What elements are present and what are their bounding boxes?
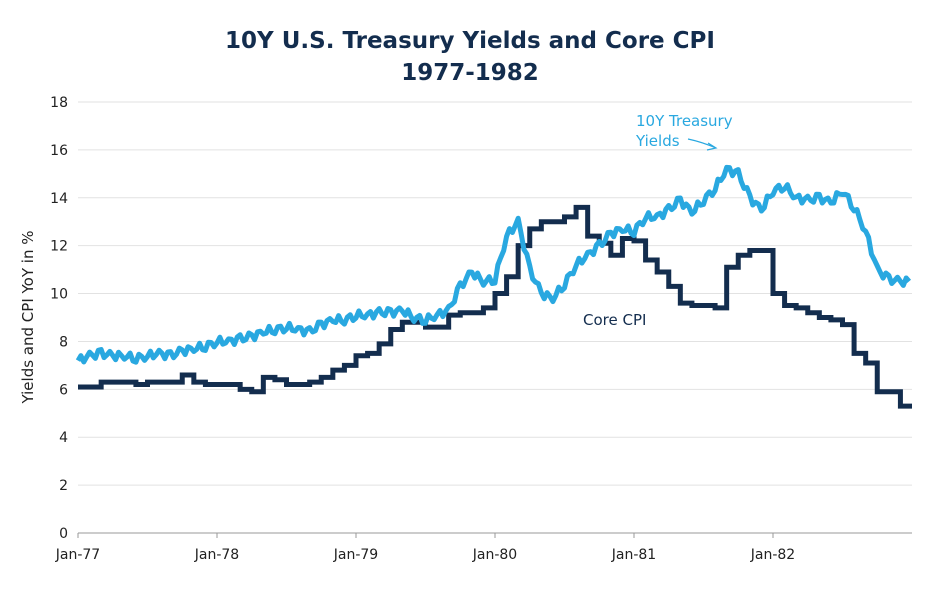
y-tick-label: 8 — [59, 334, 68, 350]
y-tick-label: 10 — [50, 287, 68, 303]
y-tick-labels: 0 2 4 6 8 10 12 14 16 18 — [50, 95, 68, 542]
x-tick-label: Jan-78 — [194, 547, 239, 563]
chart-title: 10Y U.S. Treasury Yields and Core CPI — [225, 28, 715, 54]
x-tick-labels: Jan-77 Jan-78 Jan-79 Jan-80 Jan-81 Jan-82 — [55, 533, 795, 563]
y-tick-label: 12 — [50, 239, 68, 255]
gridlines — [78, 101, 912, 534]
y-tick-label: 18 — [50, 95, 68, 111]
x-tick-label: Jan-82 — [750, 547, 795, 563]
x-tick-label: Jan-77 — [55, 547, 100, 563]
y-tick-label: 14 — [50, 191, 68, 207]
y-tick-label: 6 — [59, 382, 68, 398]
series-lines — [75, 164, 912, 409]
y-tick-label: 16 — [50, 143, 68, 159]
cpi-label: Core CPI — [583, 311, 646, 329]
series-line-10y-yields — [75, 164, 912, 365]
yields-label-line1: 10Y Treasury — [636, 112, 733, 130]
chart-subtitle: 1977-1982 — [401, 60, 539, 86]
x-tick-label: Jan-81 — [611, 547, 656, 563]
x-tick-label: Jan-80 — [472, 547, 517, 563]
x-tick-label: Jan-79 — [333, 547, 378, 563]
y-axis-label: Yields and CPI YoY in % — [19, 231, 37, 405]
yields-annotation-arrow — [687, 138, 718, 151]
series-line-core-cpi — [78, 204, 912, 409]
y-tick-label: 4 — [59, 430, 68, 446]
yields-label-line2: Yields — [635, 132, 680, 150]
y-tick-label: 2 — [59, 478, 68, 494]
y-tick-label: 0 — [59, 526, 68, 542]
